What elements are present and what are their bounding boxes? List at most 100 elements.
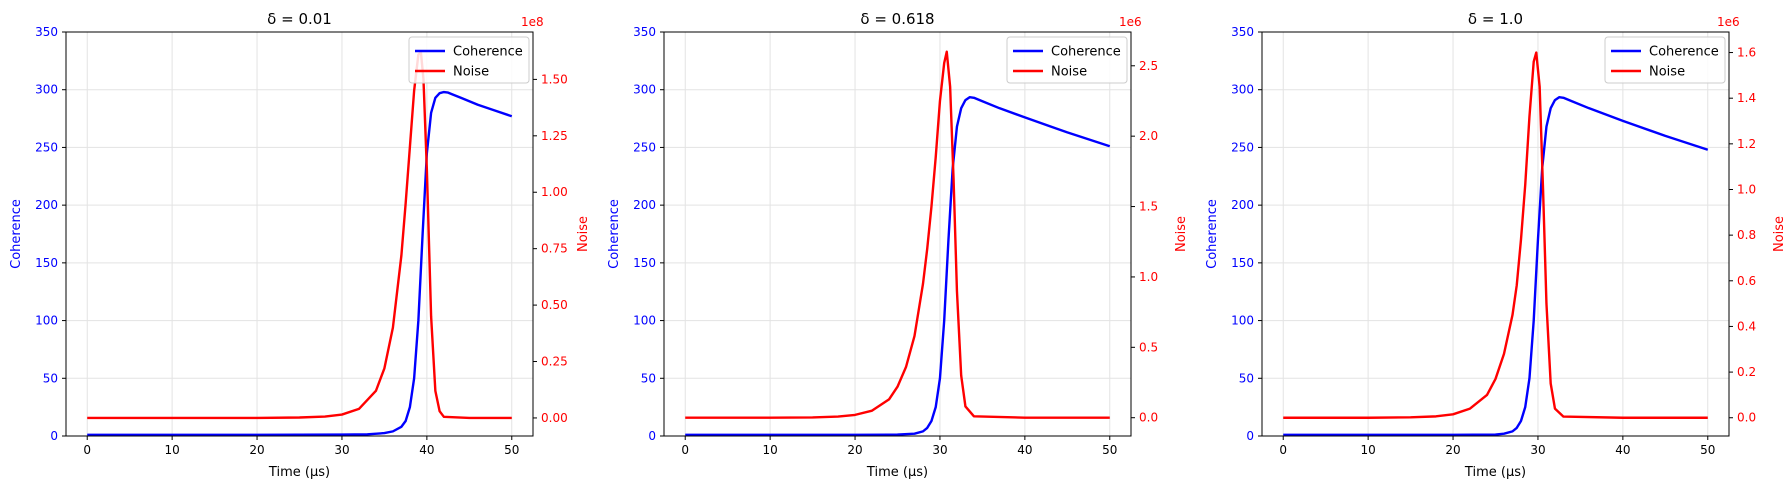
y2-tick-label: 0.0 bbox=[1139, 411, 1158, 425]
y2-tick-label: 0.25 bbox=[541, 355, 568, 369]
y-tick-label: 200 bbox=[1231, 198, 1254, 212]
x-tick-label: 30 bbox=[1530, 443, 1545, 457]
chart-title: δ = 0.618 bbox=[860, 10, 934, 28]
chart-panel-3: 0 10 20 30 40 50 0 50 100 150 200 250 300 350 0.0 0.2 0.… bbox=[1205, 10, 1787, 480]
y-axis-label: Coherence bbox=[1205, 199, 1220, 269]
y-tick-label: 50 bbox=[641, 371, 656, 385]
legend-label-coherence: Coherence bbox=[1649, 45, 1719, 60]
x-tick-label: 30 bbox=[334, 443, 349, 457]
legend: Coherence Noise bbox=[1006, 36, 1128, 84]
y2-offset-label: 1e6 bbox=[1119, 15, 1142, 29]
y2-tick-label: 0.50 bbox=[541, 298, 568, 312]
y2-tick-label: 1.4 bbox=[1737, 91, 1756, 105]
y-tick-label: 100 bbox=[633, 314, 656, 328]
y-tick-label: 200 bbox=[633, 198, 656, 212]
chart-panel-1: 0 10 20 30 40 50 0 50 100 150 200 250 300 350 0.00 0.25… bbox=[9, 10, 591, 480]
y2-axis-label: Noise bbox=[1772, 216, 1787, 252]
y-axis-label: Coherence bbox=[9, 199, 24, 269]
y2-offset-label: 1e8 bbox=[521, 15, 544, 29]
y-tick-label: 100 bbox=[35, 314, 58, 328]
y-tick-label: 150 bbox=[1231, 256, 1254, 270]
series-line-coherence bbox=[685, 96, 1111, 437]
y2-axis-label: Noise bbox=[576, 216, 591, 252]
x-tick-label: 50 bbox=[1102, 443, 1117, 457]
y2-tick-label: 1.00 bbox=[541, 185, 568, 199]
y-axis-label: Coherence bbox=[607, 199, 622, 269]
y2-offset-label: 1e6 bbox=[1717, 15, 1740, 29]
x-tick-label: 0 bbox=[681, 443, 689, 457]
x-tick-label: 20 bbox=[1445, 443, 1460, 457]
legend-label-coherence: Coherence bbox=[1051, 45, 1121, 60]
y2-tick-label: 1.0 bbox=[1737, 182, 1756, 196]
legend-label-noise: Noise bbox=[453, 65, 489, 80]
x-tick-label: 40 bbox=[419, 443, 434, 457]
y-tick-label: 300 bbox=[35, 83, 58, 97]
y-tick-label: 350 bbox=[35, 25, 58, 39]
y2-tick-label: 1.5 bbox=[1139, 200, 1158, 214]
y2-tick-label: 1.25 bbox=[541, 129, 568, 143]
y2-tick-label: 0.00 bbox=[541, 411, 568, 425]
x-tick-label: 20 bbox=[847, 443, 862, 457]
plot-frame bbox=[1261, 31, 1730, 437]
y-tick-label: 200 bbox=[35, 198, 58, 212]
series-line-noise bbox=[87, 51, 512, 420]
y-tick-label: 50 bbox=[43, 371, 58, 385]
legend-label-coherence: Coherence bbox=[453, 45, 523, 60]
y-tick-label: 50 bbox=[1239, 371, 1254, 385]
legend: Coherence Noise bbox=[1604, 36, 1726, 84]
y-tick-label: 100 bbox=[1231, 314, 1254, 328]
y2-axis-label: Noise bbox=[1174, 216, 1189, 252]
series-line-noise bbox=[1283, 51, 1708, 419]
x-axis-label: Time (μs) bbox=[866, 465, 928, 480]
series-line-noise bbox=[685, 50, 1110, 419]
y2-tick-label: 0.6 bbox=[1737, 274, 1756, 288]
x-tick-label: 10 bbox=[762, 443, 777, 457]
series-line-coherence bbox=[87, 90, 513, 437]
x-tick-label: 0 bbox=[1279, 443, 1287, 457]
x-tick-label: 0 bbox=[83, 443, 91, 457]
y2-tick-label: 1.0 bbox=[1139, 270, 1158, 284]
x-tick-label: 20 bbox=[249, 443, 264, 457]
plot-frame bbox=[65, 31, 534, 437]
y2-tick-label: 0.0 bbox=[1737, 411, 1756, 425]
legend: Coherence Noise bbox=[408, 36, 530, 84]
legend-label-noise: Noise bbox=[1051, 65, 1087, 80]
y-tick-label: 250 bbox=[1231, 140, 1254, 154]
x-tick-label: 40 bbox=[1615, 443, 1630, 457]
y-tick-label: 0 bbox=[50, 429, 58, 443]
x-axis-label: Time (μs) bbox=[268, 465, 330, 480]
y2-tick-label: 2.5 bbox=[1139, 59, 1158, 73]
x-tick-label: 30 bbox=[932, 443, 947, 457]
y-tick-label: 350 bbox=[633, 25, 656, 39]
y2-tick-label: 1.2 bbox=[1737, 137, 1756, 151]
y2-tick-label: 0.75 bbox=[541, 242, 568, 256]
y-tick-label: 150 bbox=[35, 256, 58, 270]
y-tick-label: 300 bbox=[633, 83, 656, 97]
x-tick-label: 50 bbox=[504, 443, 519, 457]
y-tick-label: 350 bbox=[1231, 25, 1254, 39]
y2-tick-label: 1.50 bbox=[541, 72, 568, 86]
y2-tick-label: 2.0 bbox=[1139, 129, 1158, 143]
chart-panel-2: 0 10 20 30 40 50 0 50 100 150 200 250 300 350 0.0 0.5 1.… bbox=[607, 10, 1189, 480]
plot-frame bbox=[663, 31, 1132, 437]
legend-label-noise: Noise bbox=[1649, 65, 1685, 80]
y-tick-label: 250 bbox=[35, 140, 58, 154]
chart-title: δ = 1.0 bbox=[1468, 10, 1523, 28]
x-tick-label: 10 bbox=[164, 443, 179, 457]
y2-tick-label: 0.8 bbox=[1737, 228, 1756, 242]
y2-tick-label: 0.2 bbox=[1737, 365, 1756, 379]
series-line-coherence bbox=[1283, 96, 1709, 437]
x-tick-label: 40 bbox=[1017, 443, 1032, 457]
x-tick-label: 50 bbox=[1700, 443, 1715, 457]
chart-title: δ = 0.01 bbox=[267, 10, 332, 28]
x-axis-label: Time (μs) bbox=[1464, 465, 1526, 480]
y-tick-label: 0 bbox=[648, 429, 656, 443]
y-tick-label: 150 bbox=[633, 256, 656, 270]
y2-tick-label: 0.5 bbox=[1139, 340, 1158, 354]
y-tick-label: 0 bbox=[1246, 429, 1254, 443]
y-tick-label: 250 bbox=[633, 140, 656, 154]
y2-tick-label: 1.6 bbox=[1737, 46, 1756, 60]
y-tick-label: 300 bbox=[1231, 83, 1254, 97]
x-tick-label: 10 bbox=[1360, 443, 1375, 457]
